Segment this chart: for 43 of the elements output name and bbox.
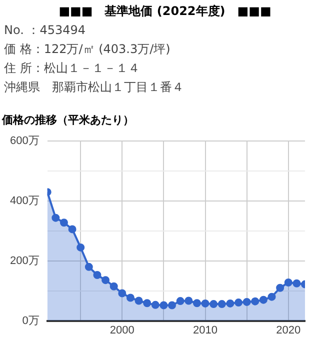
point <box>268 292 276 301</box>
point <box>84 262 93 271</box>
point <box>102 276 110 284</box>
point <box>201 299 210 308</box>
y-tick-label: 400万 <box>10 195 40 208</box>
text: 沖縄県 那覇市松山１丁目１番４ <box>4 79 185 96</box>
point <box>218 300 226 308</box>
x-tick-label: 2020 <box>276 324 301 336</box>
point <box>251 297 260 306</box>
point <box>168 301 176 310</box>
point <box>76 243 85 252</box>
chart-title: 価格の推移（平米あたり） <box>1 113 134 126</box>
text: ■■■ 基準地価 (2022年度) ■■■ <box>58 3 272 20</box>
x-tick-label: 2010 <box>193 324 218 336</box>
text: 価 格：122万/㎡ (403.3万/坪) <box>4 41 172 58</box>
point <box>259 296 268 304</box>
y-tick-label: 600万 <box>10 135 40 148</box>
text: No. ：453494 <box>4 22 87 39</box>
point <box>126 294 134 302</box>
point <box>93 271 102 279</box>
point <box>143 299 152 308</box>
point <box>176 297 184 306</box>
point <box>234 298 243 307</box>
point <box>160 301 168 310</box>
x-tick-label: 2000 <box>110 324 134 336</box>
point <box>118 289 126 298</box>
text: 住 所：松山１－１－１４ <box>4 60 141 77</box>
y-tick-label: 0万 <box>22 314 40 327</box>
point <box>110 282 118 290</box>
point <box>60 218 68 227</box>
point <box>52 214 60 222</box>
point <box>192 299 201 308</box>
y-tick-label: 200万 <box>10 254 40 267</box>
point <box>210 300 218 308</box>
point <box>292 279 301 288</box>
point <box>226 299 234 308</box>
point <box>151 300 160 309</box>
point <box>134 296 143 305</box>
point <box>184 296 193 305</box>
point <box>284 278 292 286</box>
point <box>276 284 284 292</box>
point <box>68 225 76 234</box>
point <box>242 298 251 306</box>
